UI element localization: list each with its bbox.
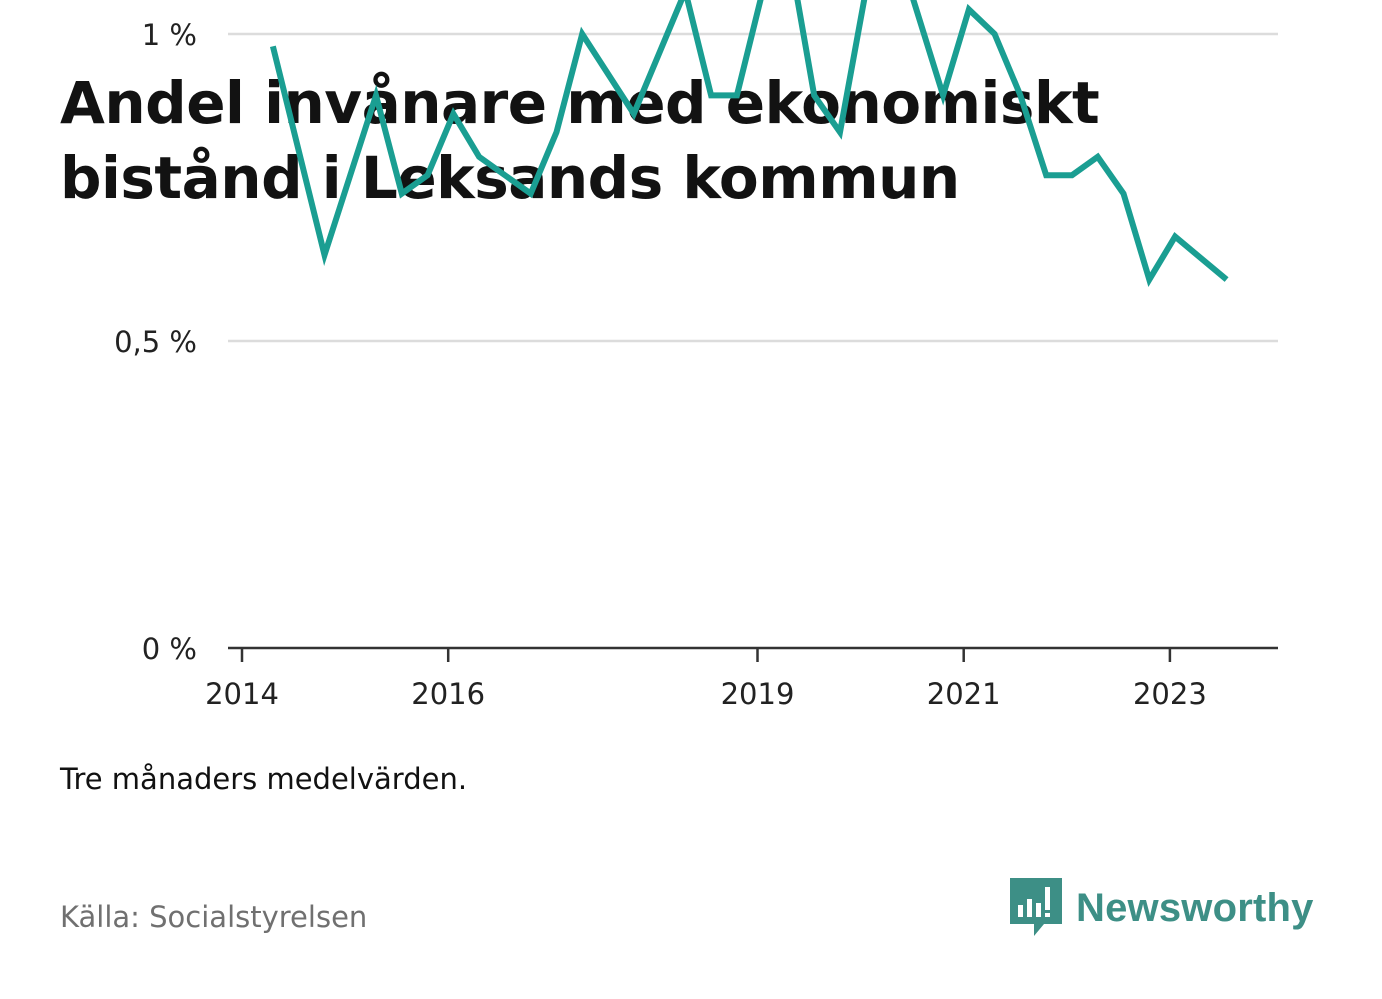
- y-axis-labels: 0 % 0,5 % 1 %: [114, 18, 197, 666]
- x-tick-label: 2014: [205, 677, 279, 711]
- newsworthy-logo-icon: [1010, 878, 1062, 936]
- x-tick-label: 2021: [927, 677, 1001, 711]
- x-axis: 2014 2016 2019 2021 2023: [205, 646, 1278, 711]
- x-tick-label: 2016: [411, 677, 485, 711]
- y-tick-label: 0,5 %: [114, 325, 197, 359]
- brand-name: Newsworthy: [1076, 885, 1314, 930]
- series-line: [269, 0, 1229, 287]
- x-tick-label: 2023: [1133, 677, 1207, 711]
- x-tick-label: 2019: [721, 677, 795, 711]
- line-chart: 0 % 0,5 % 1 % 2014 2016 2019 2021 2023: [114, 0, 1278, 711]
- y-tick-label: 0 %: [142, 632, 197, 666]
- series-lines: [269, 0, 1229, 287]
- brand-logo: Newsworthy: [1010, 878, 1314, 938]
- source-text: Källa: Socialstyrelsen: [60, 900, 368, 934]
- chart-note: Tre månaders medelvärden.: [60, 762, 468, 796]
- y-tick-label: 1 %: [142, 18, 197, 52]
